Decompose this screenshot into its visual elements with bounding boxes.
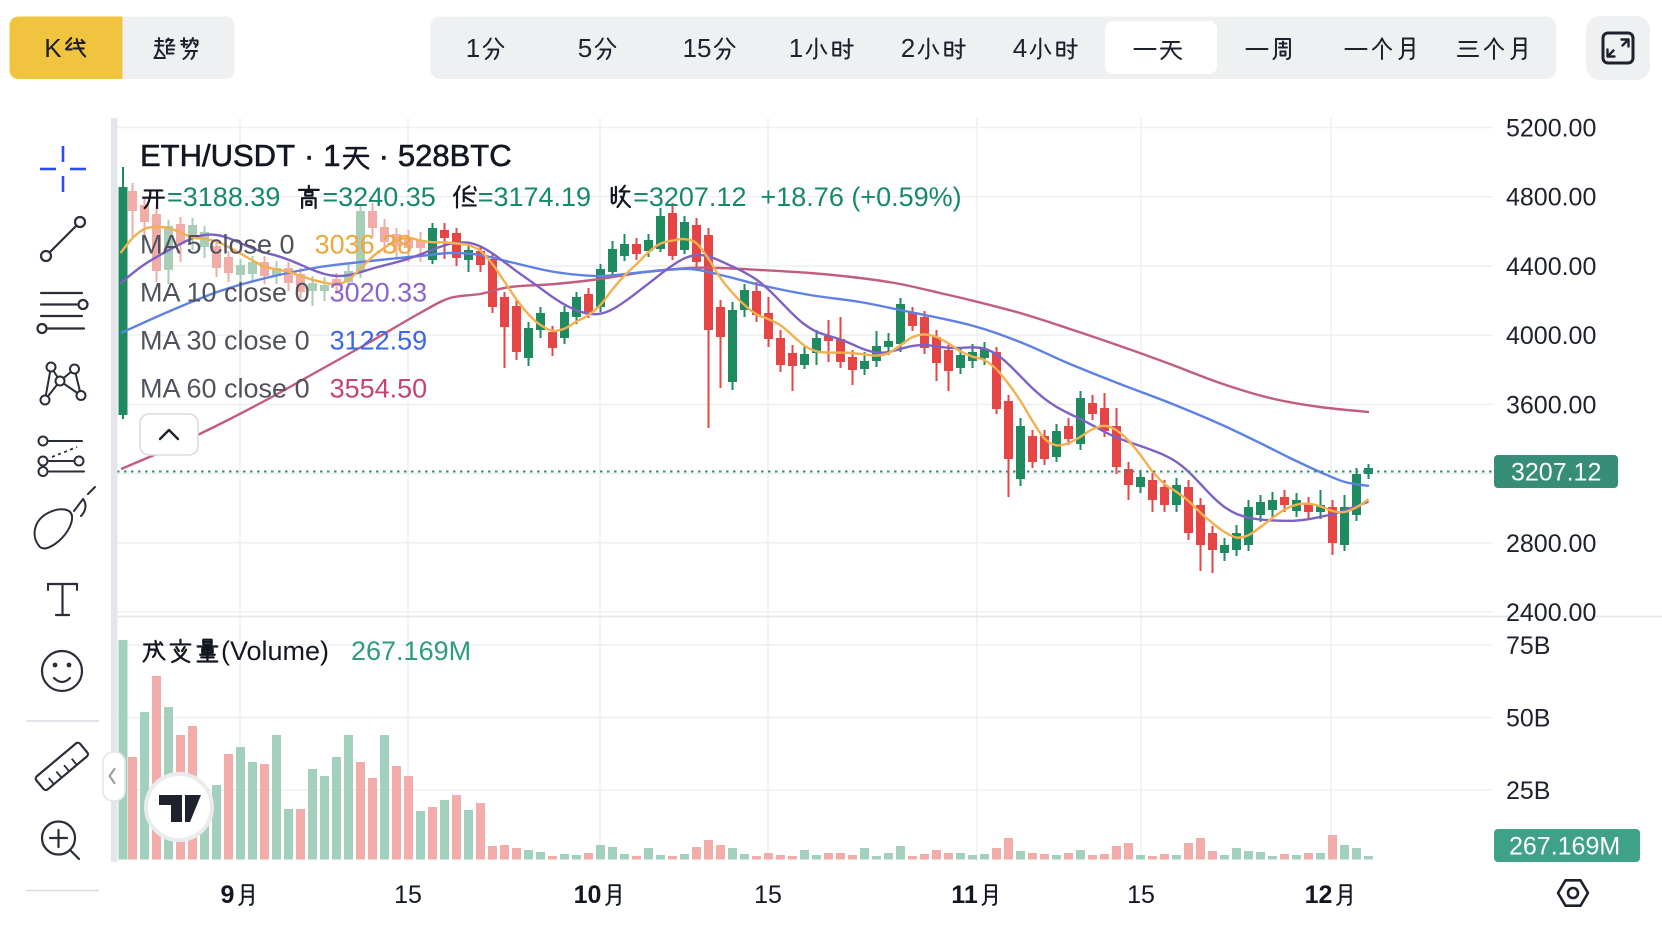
svg-text:5: 5 (578, 33, 592, 63)
svg-text:=3188.39: =3188.39 (167, 182, 280, 212)
svg-text:MA 5 close 0: MA 5 close 0 (140, 230, 295, 260)
svg-text:3207.12: 3207.12 (1511, 459, 1601, 487)
svg-text:1: 1 (789, 33, 803, 63)
svg-text:9: 9 (221, 881, 235, 909)
svg-text:MA 10 close 0: MA 10 close 0 (140, 278, 310, 308)
svg-text:3554.50: 3554.50 (330, 374, 428, 404)
svg-text:4: 4 (1013, 33, 1027, 63)
svg-text:2: 2 (901, 33, 915, 63)
svg-text:15: 15 (394, 881, 422, 909)
svg-text:50B: 50B (1506, 705, 1550, 733)
svg-text:267.169M: 267.169M (351, 636, 471, 666)
svg-text:MA 60 close 0: MA 60 close 0 (140, 374, 310, 404)
svg-text:1: 1 (466, 33, 480, 63)
svg-text:(Volume): (Volume) (221, 636, 329, 666)
svg-text:10: 10 (574, 881, 602, 909)
svg-text:+18.76 (+0.59%): +18.76 (+0.59%) (761, 182, 962, 212)
svg-text:267.169M: 267.169M (1509, 833, 1620, 861)
svg-text:2800.00: 2800.00 (1506, 530, 1596, 558)
svg-text:15: 15 (1127, 881, 1155, 909)
svg-text:5200.00: 5200.00 (1506, 115, 1596, 143)
svg-text:3600.00: 3600.00 (1506, 391, 1596, 419)
svg-text:1: 1 (683, 33, 697, 63)
svg-text:ETH/USDT: ETH/USDT (140, 138, 295, 173)
svg-text:3020.33: 3020.33 (330, 278, 428, 308)
svg-text:75B: 75B (1506, 632, 1550, 660)
svg-text:11: 11 (951, 881, 978, 909)
svg-text:·: · (304, 138, 314, 173)
svg-text:=3207.12: =3207.12 (633, 182, 746, 212)
svg-text:12: 12 (1305, 881, 1333, 909)
svg-text:15: 15 (754, 881, 782, 909)
svg-text:4800.00: 4800.00 (1506, 184, 1596, 212)
svg-text:K: K (44, 33, 62, 63)
svg-text:MA 30 close 0: MA 30 close 0 (140, 326, 310, 356)
svg-text:=3174.19: =3174.19 (478, 182, 591, 212)
svg-text:=3240.35: =3240.35 (322, 182, 435, 212)
svg-text:528BTC: 528BTC (398, 138, 512, 173)
svg-text:4400.00: 4400.00 (1506, 253, 1596, 281)
svg-text:5: 5 (697, 33, 711, 63)
svg-text:3122.59: 3122.59 (330, 326, 428, 356)
svg-text:·: · (379, 138, 389, 173)
svg-text:3036.38: 3036.38 (315, 230, 413, 260)
svg-text:25B: 25B (1506, 777, 1550, 805)
svg-text:4000.00: 4000.00 (1506, 322, 1596, 350)
svg-text:1: 1 (323, 138, 340, 173)
svg-text:2400.00: 2400.00 (1506, 599, 1596, 627)
